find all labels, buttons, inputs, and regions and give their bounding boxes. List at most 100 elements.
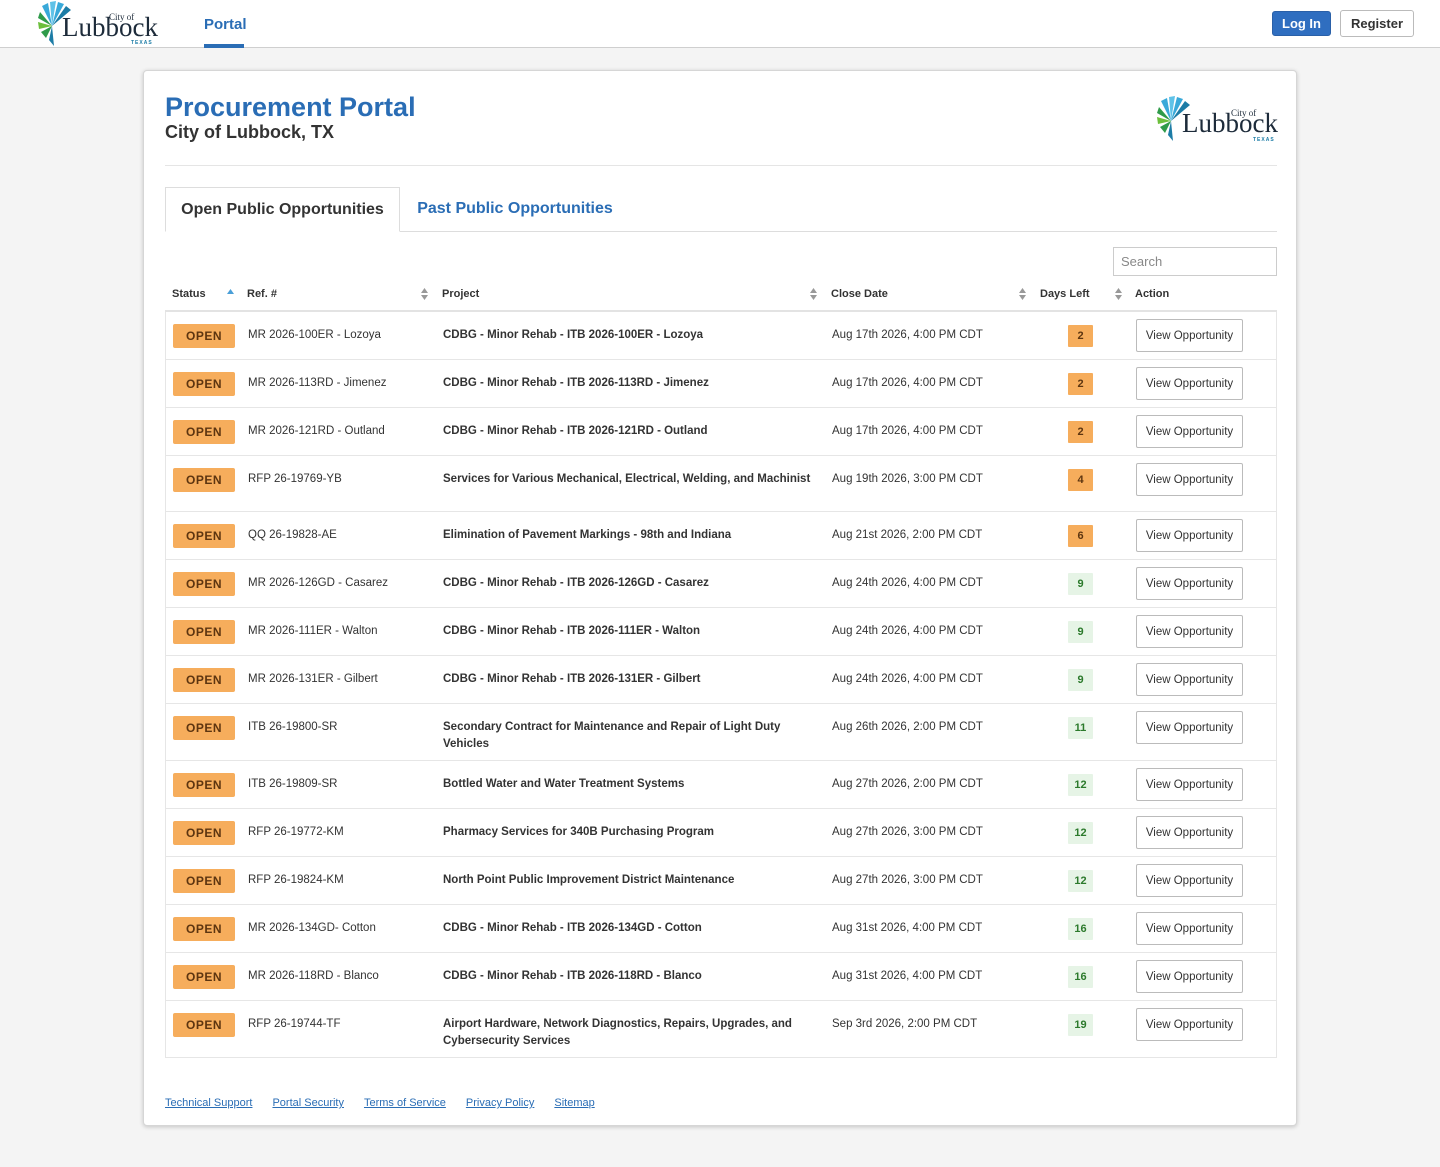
ref-number: QQ 26-19828-AE [248, 529, 337, 541]
days-left-badge: 6 [1068, 525, 1093, 547]
status-badge: OPEN [173, 1013, 235, 1037]
view-opportunity-button[interactable]: View Opportunity [1136, 615, 1243, 648]
table-row: OPEN MR 2026-134GD- Cotton CDBG - Minor … [166, 905, 1276, 953]
view-opportunity-button[interactable]: View Opportunity [1136, 816, 1243, 849]
table-row: OPEN RFP 26-19772-KM Pharmacy Services f… [166, 809, 1276, 857]
project-title: CDBG - Minor Rehab - ITB 2026-111ER - Wa… [443, 625, 701, 637]
tab-past-opportunities[interactable]: Past Public Opportunities [417, 200, 613, 217]
days-left-badge: 2 [1068, 373, 1093, 395]
column-header-ref[interactable]: Ref. # [247, 288, 277, 300]
status-badge: OPEN [173, 965, 235, 989]
column-header-days-left[interactable]: Days Left [1040, 288, 1090, 300]
footer-link-technical-support[interactable]: Technical Support [165, 1097, 253, 1109]
logo-city-of: City of [1231, 108, 1257, 118]
view-opportunity-button[interactable]: View Opportunity [1136, 415, 1243, 448]
days-left-badge: 12 [1068, 822, 1093, 844]
ref-number: MR 2026-121RD - Outland [248, 425, 385, 437]
view-opportunity-button[interactable]: View Opportunity [1136, 960, 1243, 993]
register-button[interactable]: Register [1340, 10, 1414, 37]
close-date: Sep 3rd 2026, 2:00 PM CDT [832, 1018, 978, 1030]
close-date: Aug 26th 2026, 2:00 PM CDT [832, 721, 983, 733]
sort-ascending-icon[interactable] [226, 287, 235, 301]
footer-link-portal-security[interactable]: Portal Security [272, 1097, 344, 1109]
days-left-badge: 9 [1068, 573, 1093, 595]
project-title: Pharmacy Services for 340B Purchasing Pr… [443, 826, 715, 838]
sunburst-logo-icon [1157, 96, 1190, 141]
days-left-badge: 16 [1068, 966, 1093, 988]
ref-number: RFP 26-19772-KM [248, 826, 344, 838]
table-row: OPEN MR 2026-111ER - Walton CDBG - Minor… [166, 608, 1276, 656]
column-header-status[interactable]: Status [172, 288, 206, 300]
project-title: CDBG - Minor Rehab - ITB 2026-113RD - Ji… [443, 377, 709, 389]
project-title: North Point Public Improvement District … [443, 874, 735, 886]
project-title: CDBG - Minor Rehab - ITB 2026-118RD - Bl… [443, 970, 702, 982]
project-title: Services for Various Mechanical, Electri… [443, 473, 811, 485]
view-opportunity-button[interactable]: View Opportunity [1136, 519, 1243, 552]
table-row: OPEN QQ 26-19828-AE Elimination of Pavem… [166, 512, 1276, 560]
close-date: Aug 31st 2026, 4:00 PM CDT [832, 922, 983, 934]
logo-wordmark: Lubbock [1182, 108, 1278, 138]
search-input[interactable] [1113, 247, 1277, 276]
sort-icon[interactable] [420, 287, 429, 301]
tab-open-opportunities[interactable]: Open Public Opportunities [165, 187, 400, 232]
footer-link-privacy-policy[interactable]: Privacy Policy [465, 1097, 535, 1109]
ref-number: ITB 26-19800-SR [248, 721, 338, 733]
days-left-badge: 2 [1068, 421, 1093, 443]
ref-number: MR 2026-126GD - Casarez [248, 577, 388, 589]
status-badge: OPEN [173, 773, 235, 797]
active-nav-indicator [204, 44, 244, 48]
project-title: CDBG - Minor Rehab - ITB 2026-131ER - Gi… [443, 673, 701, 685]
view-opportunity-button[interactable]: View Opportunity [1136, 912, 1243, 945]
ref-number: RFP 26-19744-TF [248, 1018, 341, 1030]
table-row: OPEN MR 2026-126GD - Casarez CDBG - Mino… [166, 560, 1276, 608]
page-title: Procurement Portal [165, 92, 416, 122]
footer-link-sitemap[interactable]: Sitemap [554, 1097, 595, 1109]
view-opportunity-button[interactable]: View Opportunity [1136, 768, 1243, 801]
days-left-badge: 11 [1068, 717, 1093, 739]
days-left-badge: 9 [1068, 669, 1093, 691]
column-header-close-date[interactable]: Close Date [831, 288, 888, 300]
view-opportunity-button[interactable]: View Opportunity [1136, 711, 1243, 744]
ref-number: MR 2026-118RD - Blanco [248, 970, 379, 982]
view-opportunity-button[interactable]: View Opportunity [1136, 663, 1243, 696]
opportunities-table-body: OPEN MR 2026-100ER - Lozoya CDBG - Minor… [165, 312, 1277, 1058]
city-logo[interactable]: City of Lubbock TEXAS [38, 0, 158, 48]
footer-link-terms-of-service[interactable]: Terms of Service [363, 1097, 446, 1109]
sort-icon[interactable] [1018, 287, 1027, 301]
status-badge: OPEN [173, 420, 235, 444]
login-button[interactable]: Log In [1272, 11, 1331, 36]
footer-links: Technical Support Portal Security Terms of… [165, 1093, 615, 1111]
view-opportunity-button[interactable]: View Opportunity [1136, 1008, 1243, 1041]
view-opportunity-button[interactable]: View Opportunity [1136, 319, 1243, 352]
logo-state: TEXAS [131, 40, 153, 46]
status-badge: OPEN [173, 668, 235, 692]
view-opportunity-button[interactable]: View Opportunity [1136, 864, 1243, 897]
table-row: OPEN MR 2026-118RD - Blanco CDBG - Minor… [166, 953, 1276, 1001]
close-date: Aug 31st 2026, 4:00 PM CDT [832, 970, 983, 982]
view-opportunity-button[interactable]: View Opportunity [1136, 567, 1243, 600]
table-row: OPEN RFP 26-19769-YB Services for Variou… [166, 456, 1276, 512]
view-opportunity-button[interactable]: View Opportunity [1136, 463, 1243, 496]
card-city-logo: City of Lubbock TEXAS [1157, 93, 1282, 145]
ref-number: MR 2026-113RD - Jimenez [248, 377, 387, 389]
sort-icon[interactable] [809, 287, 818, 301]
ref-number: MR 2026-100ER - Lozoya [248, 329, 381, 341]
table-row: OPEN RFP 26-19744-TF Airport Hardware, N… [166, 1001, 1276, 1057]
project-title: Elimination of Pavement Markings - 98th … [443, 529, 732, 541]
status-badge: OPEN [173, 372, 235, 396]
column-header-project[interactable]: Project [442, 288, 480, 300]
close-date: Aug 27th 2026, 2:00 PM CDT [832, 778, 983, 790]
ref-number: MR 2026-134GD- Cotton [248, 922, 376, 934]
status-badge: OPEN [173, 468, 235, 492]
nav-portal-link[interactable]: Portal [204, 16, 247, 33]
ref-number: MR 2026-111ER - Walton [248, 625, 378, 637]
status-badge: OPEN [173, 917, 235, 941]
days-left-badge: 12 [1068, 774, 1093, 796]
close-date: Aug 17th 2026, 4:00 PM CDT [832, 377, 983, 389]
sort-icon[interactable] [1114, 287, 1123, 301]
close-date: Aug 17th 2026, 4:00 PM CDT [832, 425, 983, 437]
view-opportunity-button[interactable]: View Opportunity [1136, 367, 1243, 400]
sunburst-logo-icon [38, 1, 71, 46]
close-date: Aug 19th 2026, 3:00 PM CDT [832, 473, 983, 485]
project-title: Airport Hardware, Network Diagnostics, R… [443, 1018, 792, 1047]
